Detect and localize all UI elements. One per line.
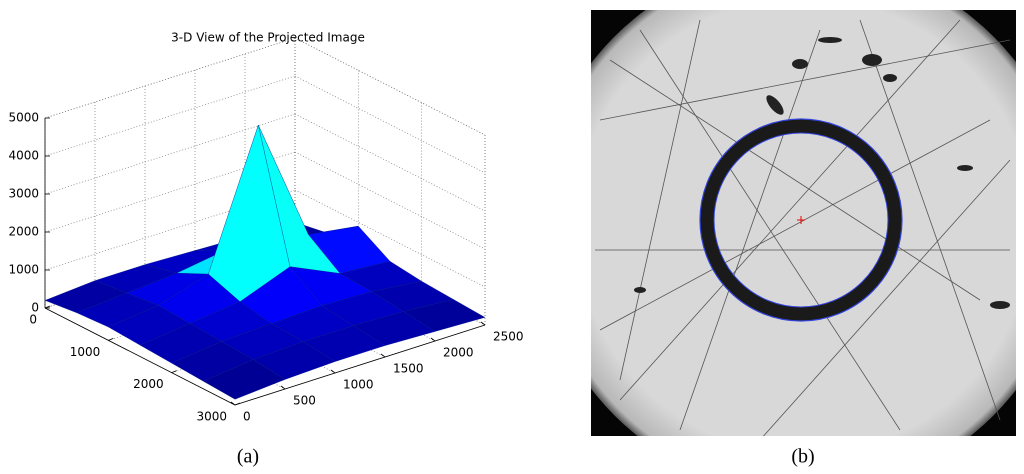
tick bbox=[430, 337, 436, 342]
z-tick-label: 3000 bbox=[8, 187, 39, 201]
debris bbox=[634, 37, 1010, 309]
x-tick-label: 1000 bbox=[70, 345, 101, 359]
z-tick-label: 2000 bbox=[8, 225, 39, 239]
box-edge bbox=[294, 37, 486, 136]
y-tick-label: 1000 bbox=[343, 378, 374, 392]
y-tick-label: 1500 bbox=[393, 362, 424, 376]
tick bbox=[171, 370, 177, 374]
fit-outer bbox=[699, 118, 903, 322]
caption: (b) bbox=[791, 446, 814, 468]
y-tick-label: 2500 bbox=[493, 330, 524, 344]
field-of-view bbox=[591, 10, 1016, 436]
z-tick-label: 1000 bbox=[8, 263, 39, 277]
fit-inner bbox=[713, 132, 889, 308]
micrograph bbox=[591, 10, 1016, 436]
tick bbox=[480, 321, 486, 326]
x-tick-label: 0 bbox=[29, 313, 37, 327]
tick bbox=[108, 337, 114, 341]
grid-line bbox=[294, 113, 486, 212]
surface-cell bbox=[202, 359, 286, 400]
grid-line bbox=[294, 151, 486, 250]
tick bbox=[230, 401, 236, 406]
tick bbox=[44, 305, 51, 309]
caption: (a) bbox=[237, 446, 259, 468]
surface-plot: 3-D View of the Projected Image 0 1000 200… bbox=[8, 31, 523, 424]
tick bbox=[330, 369, 336, 374]
z-tick-label: 4000 bbox=[8, 149, 39, 163]
x-tick-label: 2000 bbox=[133, 377, 164, 391]
z-tick-label: 5000 bbox=[8, 111, 39, 125]
x-tick-label: 3000 bbox=[196, 410, 227, 424]
tick bbox=[380, 353, 386, 358]
ring bbox=[700, 119, 902, 321]
chart-title: 3-D View of the Projected Image bbox=[171, 31, 365, 45]
grid-line bbox=[294, 37, 486, 136]
z-tick-label: 0 bbox=[31, 301, 39, 315]
grid-line bbox=[44, 37, 296, 119]
tick bbox=[280, 385, 286, 390]
center-mark bbox=[797, 216, 805, 224]
y-tick-label: 2000 bbox=[443, 346, 474, 360]
y-axis bbox=[234, 324, 486, 406]
tick bbox=[234, 402, 241, 406]
y-tick-label: 500 bbox=[293, 394, 316, 408]
scratches bbox=[595, 19, 1011, 436]
grid-line bbox=[294, 189, 486, 288]
x-axis bbox=[44, 307, 236, 406]
y-tick-label: 0 bbox=[243, 410, 251, 424]
grid-line bbox=[294, 75, 486, 174]
